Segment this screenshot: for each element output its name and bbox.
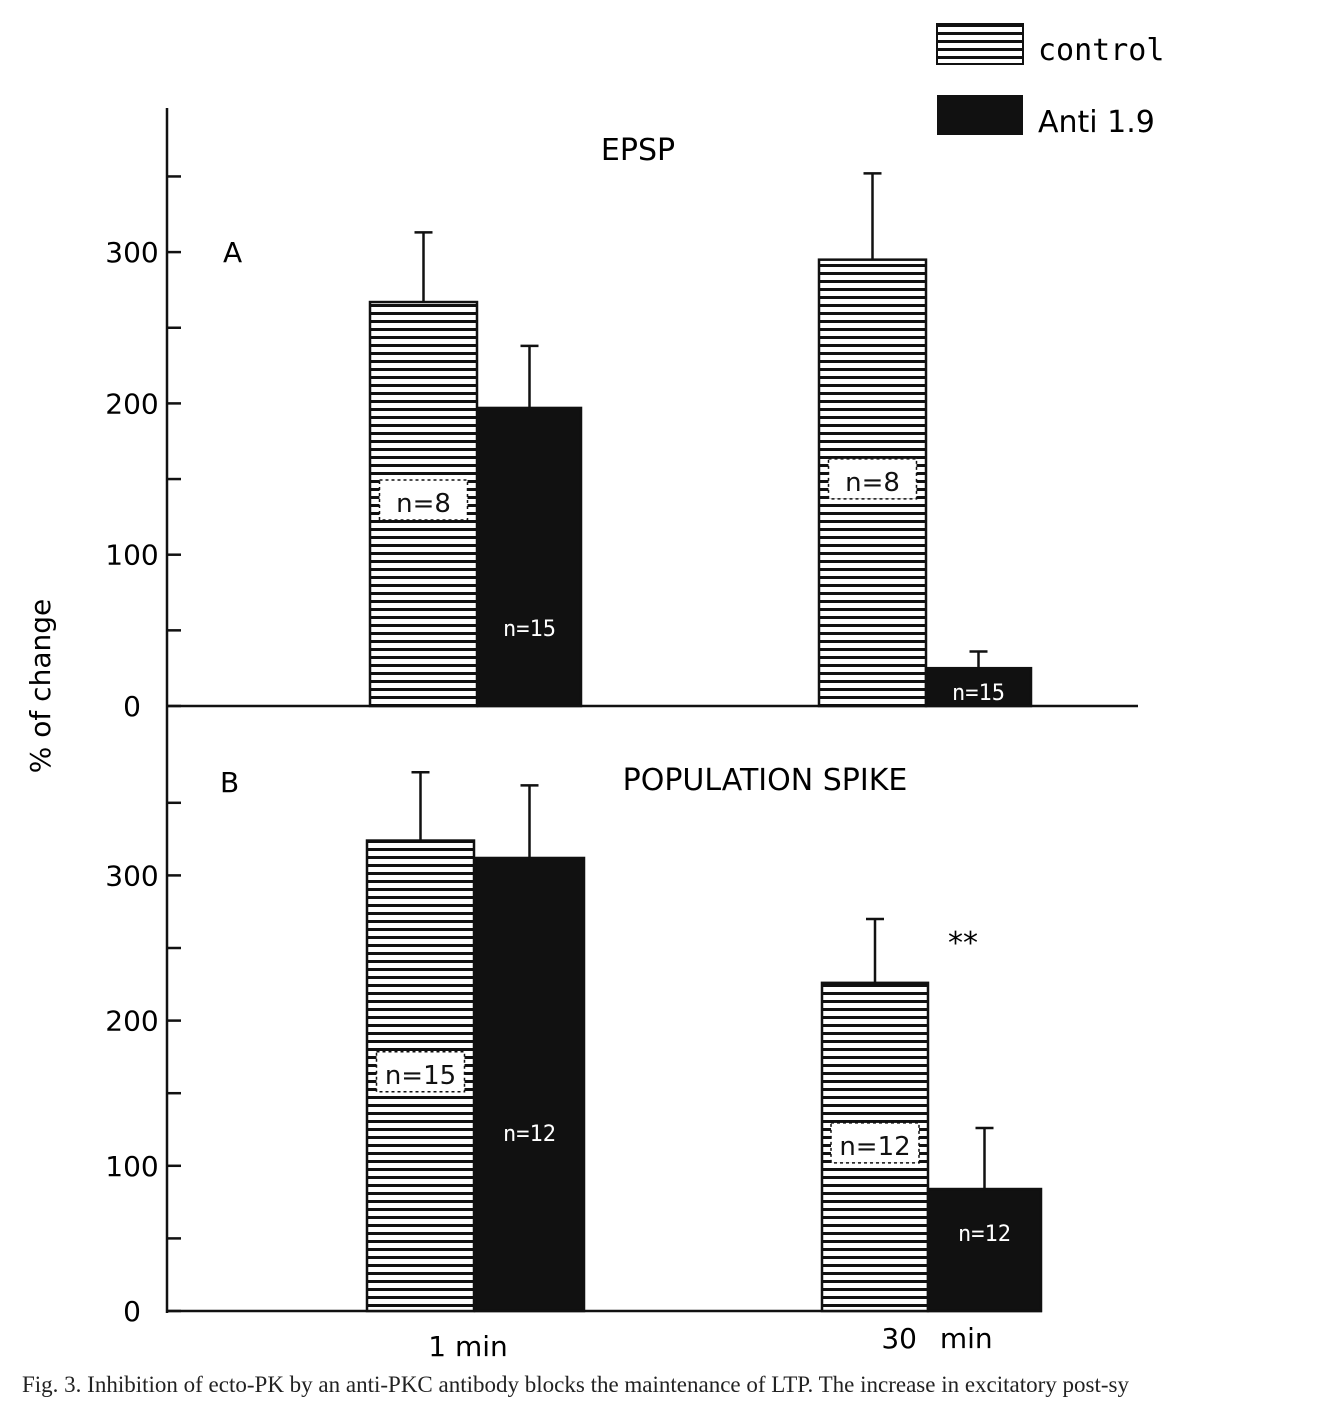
n-label-anti: n=15 [952,681,1005,706]
n-label-anti: n=15 [503,617,556,642]
legend-swatch-control [936,23,1024,65]
y-tick-label: 0 [123,690,141,723]
significance-annotation: ** [948,926,978,961]
y-tick-label: 100 [105,1150,158,1183]
n-label-anti: n=12 [958,1222,1011,1247]
legend-swatch-anti [937,95,1023,135]
panel-b-letter: B [220,766,239,799]
y-tick-label: 0 [123,1295,141,1328]
x-tick-label-30min: 30 min [881,1322,992,1355]
n-label-box [378,479,469,521]
bar-anti [473,856,586,1313]
y-tick-label: 300 [105,859,158,892]
y-tick-label: 100 [105,539,158,572]
n-label-box [827,458,918,500]
n-label-control: n=15 [385,1061,456,1091]
n-label-box [830,1122,920,1164]
panel-a-title: EPSP [601,133,675,168]
legend-label-control: control [1038,33,1164,68]
panel-b-title: POPULATION SPIKE [623,763,908,798]
bar-anti [924,666,1033,708]
n-label-control: n=12 [839,1132,910,1162]
n-label-box [375,1051,466,1093]
legend: control Anti 1.9 [936,23,1164,140]
panel-a-letter: A [223,236,242,269]
y-axis-label: % of change [24,599,57,773]
bar-anti [926,1187,1043,1313]
n-label-anti: n=12 [503,1122,556,1147]
figure-caption: Fig. 3. Inhibition of ecto-PK by an anti… [22,1372,1129,1397]
y-tick-label: 300 [105,236,158,269]
y-tick-label: 200 [105,387,158,420]
legend-label-anti: Anti 1.9 [1038,105,1155,140]
n-label-control: n=8 [845,468,900,498]
x-tick-label-1min: 1 min [428,1330,508,1363]
n-label-control: n=8 [396,489,451,519]
y-tick-label: 200 [105,1005,158,1038]
bar-anti [476,406,583,708]
